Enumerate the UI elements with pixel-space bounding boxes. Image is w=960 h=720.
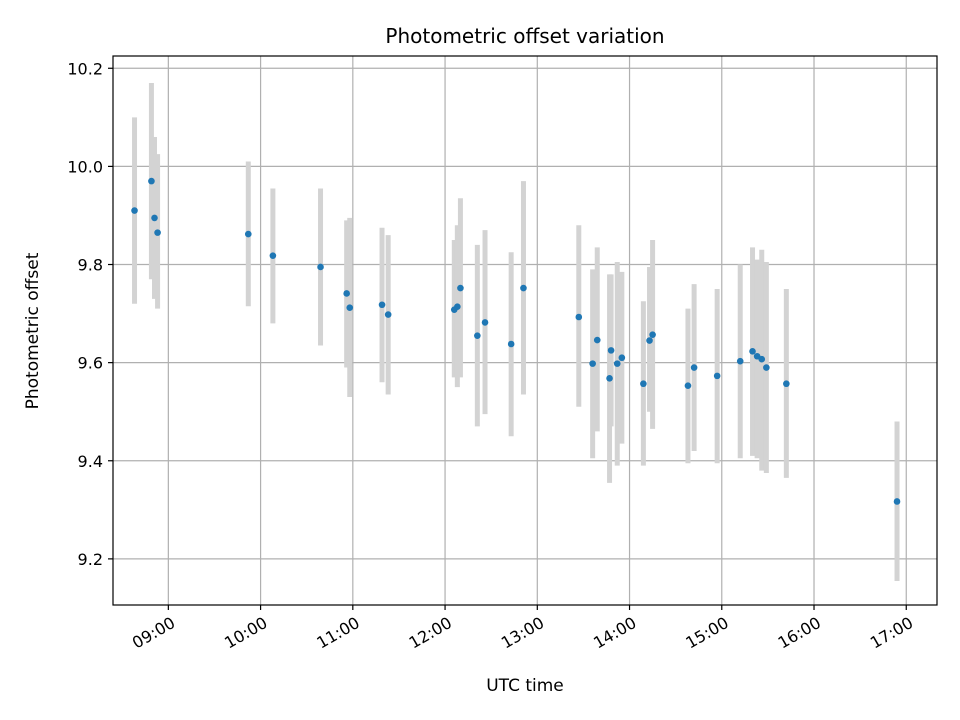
plot-area-frame <box>112 55 938 606</box>
y-axis-ticks: 9.2 9.4 9.6 9.8 10.0 10.2 <box>67 59 113 569</box>
data-point <box>343 290 350 297</box>
data-point <box>690 364 698 371</box>
data-point <box>607 347 615 354</box>
data-point <box>763 364 770 371</box>
chart-title: Photometric offset variation <box>385 24 664 48</box>
data-point <box>758 355 766 363</box>
data-point <box>713 372 721 380</box>
data-point <box>457 284 464 292</box>
data-point-series <box>131 177 901 505</box>
y-tick-label: 9.8 <box>78 256 103 275</box>
y-tick-label: 10.0 <box>67 157 103 176</box>
data-point <box>346 304 354 311</box>
data-point <box>507 340 515 348</box>
data-point <box>649 331 656 338</box>
data-point <box>575 313 583 321</box>
x-axis-title: UTC time <box>486 676 564 696</box>
data-point <box>893 498 901 505</box>
data-point <box>606 375 613 382</box>
data-point <box>148 177 155 185</box>
data-point <box>749 348 756 355</box>
data-point <box>384 311 392 318</box>
y-tick-label: 9.4 <box>78 452 103 471</box>
data-point <box>317 263 324 271</box>
y-axis-title: Photometric offset <box>23 252 43 409</box>
y-tick-label: 9.6 <box>78 354 103 373</box>
data-point <box>646 337 653 344</box>
data-point <box>618 354 626 362</box>
data-point <box>783 380 790 388</box>
data-point <box>613 360 621 367</box>
data-point <box>454 303 461 311</box>
data-point <box>520 284 527 292</box>
data-point <box>589 360 596 367</box>
data-point <box>131 207 138 214</box>
data-point <box>481 319 489 326</box>
data-point <box>378 301 386 309</box>
data-point <box>244 230 252 238</box>
data-point <box>474 332 481 339</box>
data-point <box>151 214 158 222</box>
data-point <box>736 357 744 365</box>
y-tick-label: 9.2 <box>78 550 103 569</box>
data-point <box>269 252 277 259</box>
data-point <box>154 229 161 236</box>
y-tick-label: 10.2 <box>67 59 103 78</box>
data-point <box>640 380 647 388</box>
data-point <box>593 336 601 344</box>
data-point <box>684 382 692 389</box>
